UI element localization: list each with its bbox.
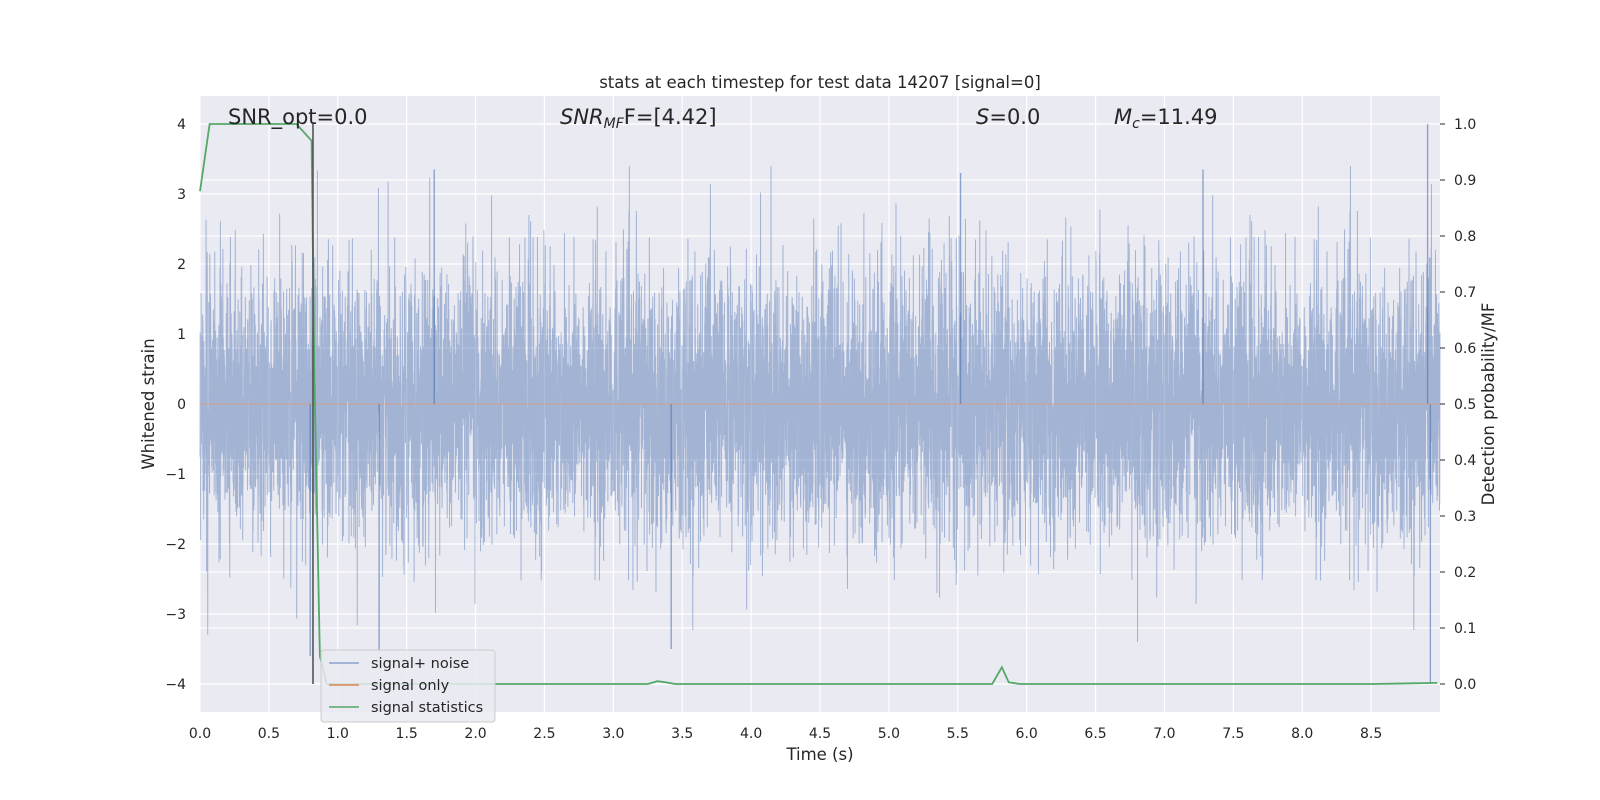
x-tick-label: 6.0 [1016,726,1038,742]
noise-series [199,124,1441,684]
y-left-tick-label: −2 [165,537,186,553]
annotation-mc-main: M [1114,105,1132,129]
annotation-snr-mf-sub: MF [604,116,625,132]
annotation-snr-mf-main: SNR [560,105,604,129]
y-left-tick-label: 0 [177,397,186,413]
y-left-tick-label: 3 [177,187,186,203]
x-tick-label: 6.5 [1084,726,1106,742]
annotation-s-main: S [976,105,989,129]
annotation-s: S=0.0 [976,105,1040,129]
y-right-tick-label: 0.9 [1454,173,1476,189]
x-tick-label: 1.0 [327,726,349,742]
x-tick-label: 3.0 [602,726,624,742]
x-axis-label: Time (s) [785,745,853,764]
legend-box [320,649,496,723]
y-left-tick-label: 1 [177,327,186,343]
y-right-tick-label: 0.4 [1454,453,1476,469]
y-left-tick-labels: 4 3 2 1 0 −1 −2 −3 −4 [165,117,186,693]
x-tick-label: 8.0 [1291,726,1313,742]
legend-label-signal-noise: signal+ noise [371,656,469,672]
annotation-mc-tail: =11.49 [1140,105,1218,129]
x-tick-label: 4.0 [740,726,762,742]
x-tick-label: 8.5 [1360,726,1382,742]
annotation-snr-mf: SNRMFF=[4.42] [560,105,717,132]
x-tick-label: 2.5 [533,726,555,742]
y-right-tick-label: 0.1 [1454,621,1476,637]
y-right-tick-label: 0.0 [1454,677,1476,693]
x-tick-label: 0.5 [258,726,280,742]
annotation-snr-opt: SNR_opt=0.0 [228,105,368,130]
y-left-tick-label: −3 [165,607,186,623]
x-tick-labels: 0.0 0.5 1.0 1.5 2.0 2.5 3.0 3.5 4.0 4.5 5.0 5.5 6.0 6… [189,726,1382,742]
series-signal-statistics [199,123,1438,685]
y-left-tick-label: 2 [177,257,186,273]
y-right-tick-label: 0.6 [1454,341,1476,357]
x-tick-label: 0.0 [189,726,211,742]
signal-statistics-series [199,123,1438,685]
y-right-tick-labels: 1.0 0.9 0.8 0.7 0.6 0.5 0.4 0.3 0.2 0.1 0.0 [1440,117,1476,693]
x-tick-label: 5.5 [947,726,969,742]
annotation-s-tail: =0.0 [989,105,1040,129]
x-tick-label: 2.0 [464,726,486,742]
y-right-tick-label: 0.5 [1454,397,1476,413]
x-tick-label: 7.5 [1222,726,1244,742]
y-right-tick-label: 0.3 [1454,509,1476,525]
y-left-tick-label: −1 [165,467,186,483]
y-right-tick-label: 0.8 [1454,229,1476,245]
x-tick-label: 3.5 [671,726,693,742]
y-left-tick-label: 4 [177,117,186,133]
legend-label-signal-only: signal only [371,678,450,694]
y-left-tick-label: −4 [165,677,186,693]
series-signal-noise [199,165,1441,643]
y-right-tick-label: 0.2 [1454,565,1476,581]
annotation-mc: Mc=11.49 [1114,105,1218,132]
x-tick-label: 4.5 [809,726,831,742]
chart-title: stats at each timestep for test data 142… [599,73,1041,92]
x-tick-label: 1.5 [396,726,418,742]
y-right-tick-label: 1.0 [1454,117,1476,133]
annotation-mc-sub: c [1132,116,1140,132]
legend-label-signal-statistics: signal statistics [371,700,483,716]
y-right-tick-label: 0.7 [1454,285,1476,301]
y-axis-label-left: Whitened strain [139,338,158,469]
x-tick-label: 5.0 [878,726,900,742]
annotation-snr-mf-tail: F=[4.42] [624,105,717,129]
y-axis-label-right: Detection probability/MF [1479,303,1498,506]
x-tick-label: 7.0 [1153,726,1175,742]
legend: signal+ noise signal only signal statist… [320,649,496,723]
